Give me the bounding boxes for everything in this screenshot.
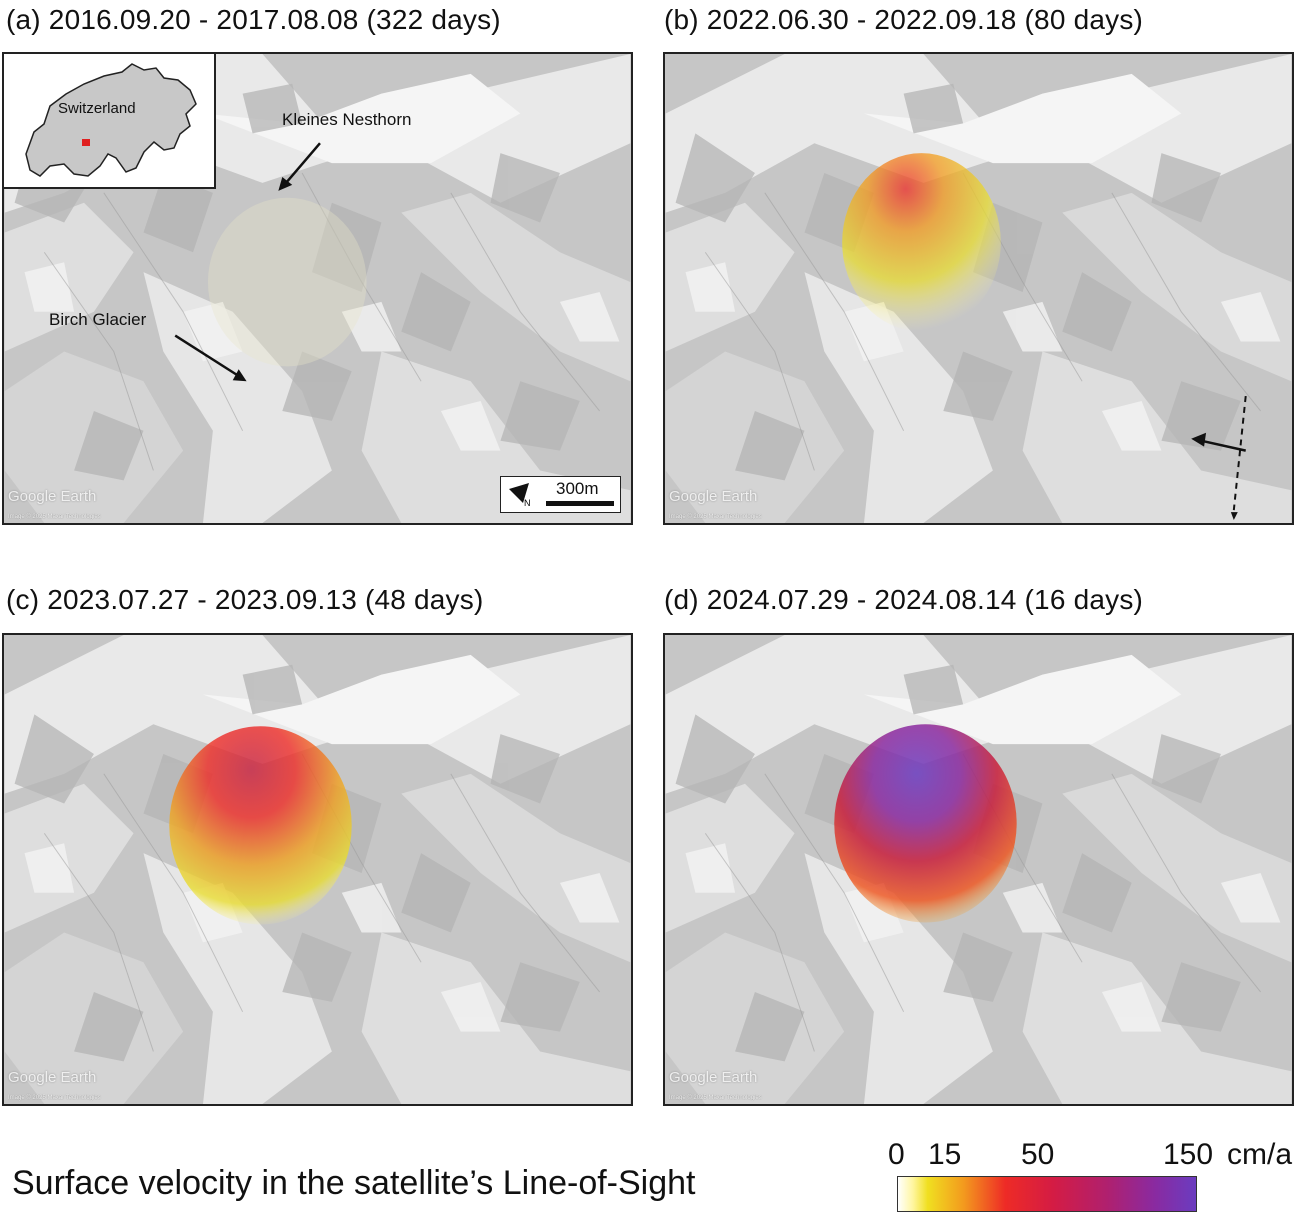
glacier-label: Birch Glacier xyxy=(49,310,147,329)
map-panel-b: Google Earth Image © 2025 Maxar Technolo… xyxy=(663,52,1294,525)
panel-b-title: (b) 2022.06.30 - 2022.09.18 (80 days) xyxy=(664,4,1144,35)
colorbar-tick-50: 50 xyxy=(1021,1138,1055,1171)
velocity-overlay-b xyxy=(842,153,1001,332)
legend-title: Surface velocity in the satellite’s Line… xyxy=(12,1164,696,1202)
inset-country-label: Switzerland xyxy=(58,100,136,117)
velocity-overlay-c xyxy=(169,726,352,925)
colorbar-tick-150: 150 xyxy=(1163,1138,1214,1171)
peak-arrow xyxy=(283,142,321,186)
image-credit: Image © 2025 Maxar Technologies xyxy=(8,514,101,520)
watermark: Google Earth xyxy=(8,1069,97,1086)
scale-label: 300m xyxy=(556,479,599,498)
switzerland-inset: Switzerland xyxy=(4,54,216,189)
terrain-image-b xyxy=(665,54,1292,523)
velocity-overlay-d xyxy=(834,724,1017,923)
terrain-image-c xyxy=(4,635,631,1104)
panel-c-title: (c) 2023.07.27 - 2023.09.13 (48 days) xyxy=(6,584,484,615)
velocity-overlay-a xyxy=(207,197,367,367)
panel-d-title: (d) 2024.07.29 - 2024.08.14 (16 days) xyxy=(664,584,1144,615)
map-panel-d: Google Earth Image © 2025 Maxar Technolo… xyxy=(663,633,1294,1106)
terrain-image-d xyxy=(665,635,1292,1104)
colorbar-tick-0: 0 xyxy=(888,1138,905,1171)
image-credit: Image © 2025 Maxar Technologies xyxy=(669,1095,762,1101)
watermark: Google Earth xyxy=(669,488,758,505)
image-credit: Image © 2025 Maxar Technologies xyxy=(669,514,762,520)
location-marker xyxy=(82,139,90,146)
north-arrow-icon: N xyxy=(509,483,531,507)
colorbar-unit: cm/a xyxy=(1227,1138,1293,1171)
map-panel-a: Switzerland Kleines Nesthorn Birch Glaci… xyxy=(2,52,633,525)
switzerland-outline xyxy=(25,63,197,177)
terrain-image-a xyxy=(4,54,631,523)
scale-bar-box: N 300m xyxy=(500,476,621,513)
colorbar-tick-15: 15 xyxy=(928,1138,962,1171)
watermark: Google Earth xyxy=(669,1069,758,1086)
scale-bar xyxy=(546,501,614,506)
satellite-track-line xyxy=(1232,395,1247,511)
glacier-arrow xyxy=(174,334,242,379)
image-credit: Image © 2025 Maxar Technologies xyxy=(8,1095,101,1101)
peak-label: Kleines Nesthorn xyxy=(282,110,412,129)
map-panel-c: Google Earth Image © 2025 Maxar Technolo… xyxy=(2,633,633,1106)
velocity-colorbar xyxy=(897,1176,1197,1212)
look-direction-arrow xyxy=(1200,439,1246,452)
watermark: Google Earth xyxy=(8,488,97,505)
panel-a-title: (a) 2016.09.20 - 2017.08.08 (322 days) xyxy=(6,4,501,35)
svg-text:N: N xyxy=(524,498,531,507)
